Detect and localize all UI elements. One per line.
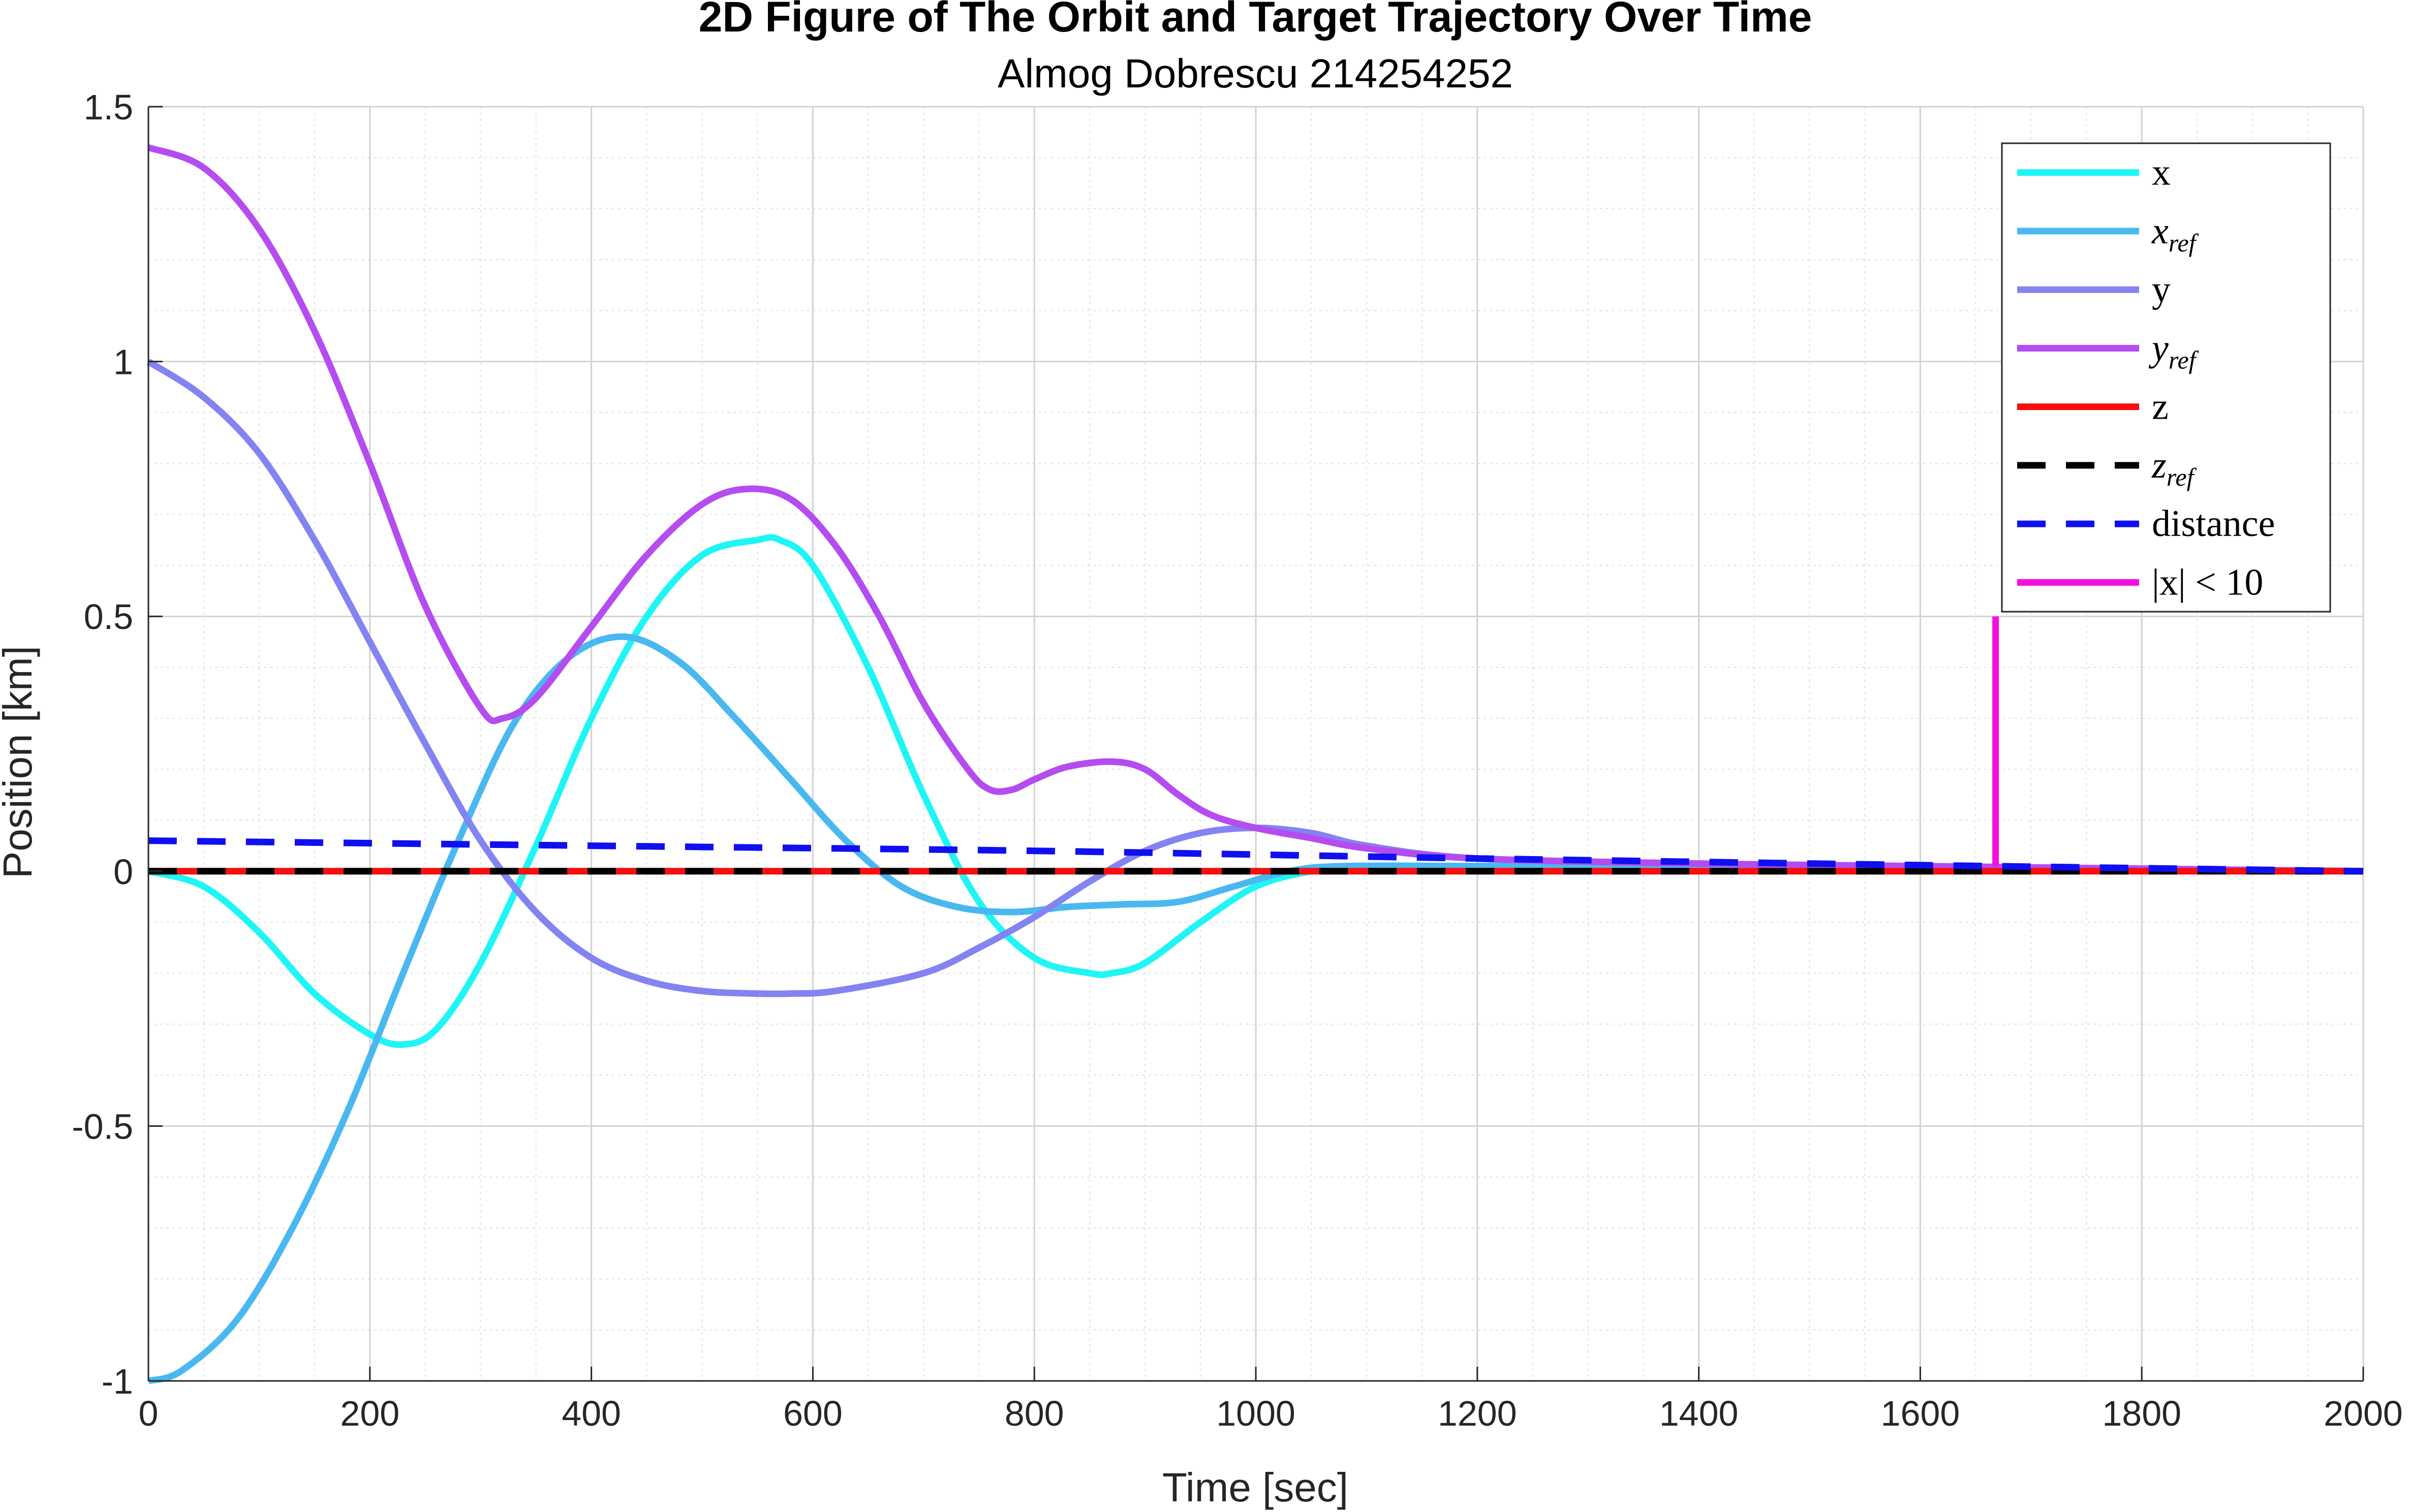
- y-tick-label: -0.5: [72, 1107, 133, 1146]
- x-tick-label: 1000: [1216, 1394, 1295, 1433]
- chart-title: 2D Figure of The Orbit and Target Trajec…: [699, 0, 1812, 41]
- legend-label: z: [2152, 386, 2169, 428]
- legend-label: y: [2152, 269, 2171, 310]
- y-tick-label: 1.5: [84, 87, 133, 127]
- y-axis-ticks: -1 -0.5 0 0.5 1 1.5: [72, 87, 163, 1401]
- y-axis-label: Position [km]: [0, 646, 40, 878]
- y-tick-label: -1: [102, 1362, 133, 1401]
- x-tick-label: 1800: [2102, 1394, 2181, 1433]
- series-layer: [146, 144, 2364, 1384]
- x-tick-label: 400: [562, 1394, 621, 1433]
- legend-label: |x| < 10: [2152, 561, 2263, 603]
- x-tick-label: 2000: [2324, 1394, 2403, 1433]
- x-tick-label: 0: [139, 1394, 159, 1433]
- legend-label-subscript: ref: [2169, 345, 2199, 374]
- x-tick-label: 600: [783, 1394, 843, 1433]
- x-tick-label: 1200: [1438, 1394, 1517, 1433]
- x-tick-label: 1400: [1659, 1394, 1739, 1433]
- x-tick-label: 800: [1005, 1394, 1064, 1433]
- x-tick-label: 1600: [1881, 1394, 1960, 1433]
- legend-label-subscript: ref: [2167, 463, 2197, 491]
- y-tick-label: 0.5: [84, 597, 133, 637]
- legend-label: x: [2152, 152, 2171, 194]
- legend-label: distance: [2152, 503, 2275, 545]
- legend-box: [2001, 142, 2331, 613]
- x-axis-label: Time [sec]: [1162, 1465, 1348, 1510]
- x-tick-label: 200: [340, 1394, 399, 1433]
- series-line-1: [147, 633, 2364, 1384]
- x-axis-ticks: 0 200 400 600 800 1000 1200 1400 1600 1800 2000: [139, 1367, 2403, 1433]
- legend-label-subscript: ref: [2169, 229, 2199, 257]
- y-tick-label: 0: [113, 852, 133, 892]
- chart-subtitle: Almog Dobrescu 214254252: [998, 51, 1513, 96]
- y-tick-label: 1: [113, 342, 133, 382]
